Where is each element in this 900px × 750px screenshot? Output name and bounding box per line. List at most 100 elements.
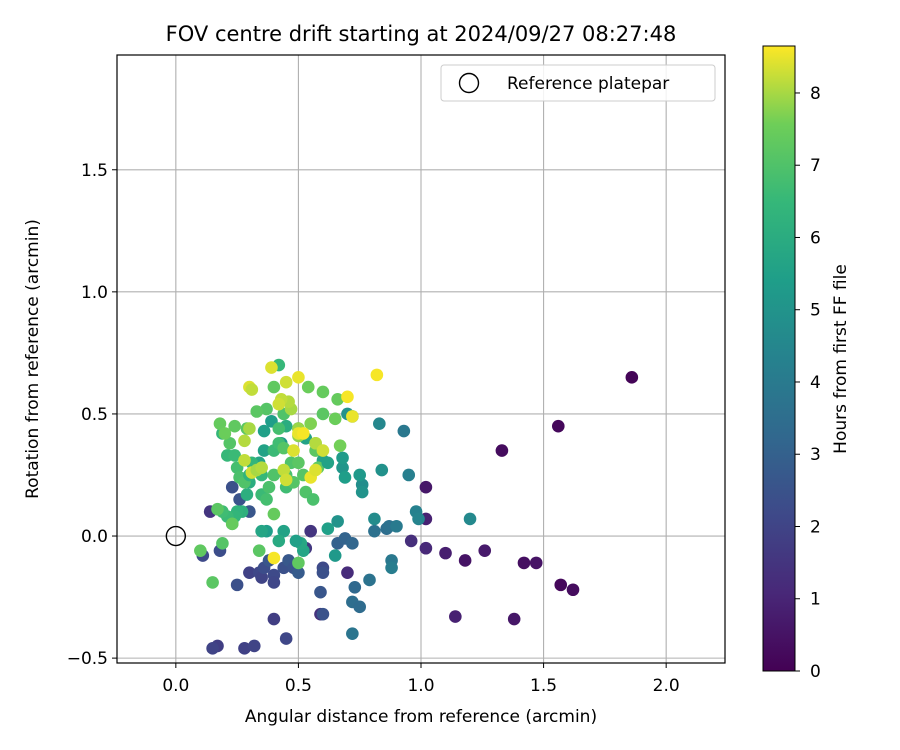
data-point <box>371 369 384 382</box>
chart: FOV centre drift starting at 2024/09/27 … <box>0 0 900 750</box>
data-point <box>292 371 305 384</box>
data-point <box>317 408 330 421</box>
data-point <box>339 471 352 484</box>
data-point <box>336 452 349 465</box>
colorbar-tick-label: 5 <box>810 301 821 321</box>
chart-title: FOV centre drift starting at 2024/09/27 … <box>166 22 677 46</box>
data-point <box>243 422 256 435</box>
data-point <box>268 613 281 626</box>
data-point <box>334 439 347 452</box>
colorbar-tick-label: 3 <box>810 445 821 465</box>
data-point <box>439 547 452 560</box>
data-point <box>292 456 305 469</box>
data-point <box>314 586 327 599</box>
data-point <box>206 576 219 589</box>
data-point <box>554 579 567 592</box>
x-tick-label: 1.5 <box>530 676 557 696</box>
data-point <box>459 554 472 567</box>
data-point <box>241 488 254 501</box>
data-point <box>385 561 398 574</box>
data-point <box>552 420 565 433</box>
data-point <box>349 581 362 594</box>
data-point <box>368 525 381 538</box>
data-point <box>402 469 415 482</box>
data-point <box>265 361 278 374</box>
data-point <box>329 549 342 562</box>
data-point <box>263 481 276 494</box>
x-axis-label: Angular distance from reference (arcmin) <box>245 707 597 727</box>
data-point <box>317 386 330 399</box>
data-point <box>211 503 224 516</box>
data-point <box>238 454 251 467</box>
data-point <box>226 518 239 531</box>
data-point <box>405 535 418 548</box>
data-point <box>329 413 342 426</box>
grid <box>117 55 725 663</box>
data-point <box>280 474 293 487</box>
x-axis-ticks: 0.0 0.5 1.0 1.5 2.0 <box>162 663 679 696</box>
data-point <box>346 410 359 423</box>
data-point <box>273 422 286 435</box>
data-point <box>518 557 531 570</box>
y-tick-label: −0.5 <box>67 649 108 669</box>
data-point <box>322 522 335 535</box>
colorbar-tick-label: 0 <box>810 662 821 682</box>
data-point <box>317 566 330 579</box>
data-point <box>268 552 281 565</box>
data-point <box>219 427 232 440</box>
data-point <box>508 613 521 626</box>
y-tick-label: 0.0 <box>81 527 108 547</box>
y-axis-ticks: −0.5 0.0 0.5 1.0 1.5 <box>67 161 117 669</box>
colorbar-tick-label: 4 <box>810 373 821 393</box>
data-point <box>253 544 266 557</box>
data-point <box>375 464 388 477</box>
colorbar-label: Hours from first FF file <box>831 264 851 454</box>
data-point <box>567 583 580 596</box>
data-point <box>216 537 229 550</box>
data-point <box>255 461 268 474</box>
y-tick-label: 1.0 <box>81 283 108 303</box>
data-point <box>317 444 330 457</box>
data-point <box>290 535 303 548</box>
data-point <box>287 444 300 457</box>
data-point <box>248 640 261 653</box>
colorbar-tick-label: 6 <box>810 228 821 248</box>
data-point <box>373 417 386 430</box>
y-tick-label: 1.5 <box>81 161 108 181</box>
data-point <box>420 542 433 555</box>
colorbar-tick-label: 1 <box>810 590 821 610</box>
data-point <box>297 427 310 440</box>
data-point <box>398 425 411 438</box>
data-point <box>390 520 403 533</box>
data-point <box>260 493 273 506</box>
colorbar-gradient <box>763 46 795 671</box>
data-point <box>292 557 305 570</box>
data-point <box>356 486 369 499</box>
legend: Reference platepar <box>441 65 715 101</box>
data-point <box>464 513 477 526</box>
data-point <box>268 576 281 589</box>
x-tick-label: 2.0 <box>653 676 680 696</box>
data-point <box>280 376 293 389</box>
data-point <box>307 493 320 506</box>
data-point <box>368 513 381 526</box>
data-point <box>258 425 271 438</box>
data-point <box>530 557 543 570</box>
data-point <box>194 544 207 557</box>
data-point <box>268 381 281 394</box>
data-point <box>304 525 317 538</box>
data-point <box>273 535 286 548</box>
colorbar: 0 1 2 3 4 5 6 7 8 Hours from first FF file <box>763 46 851 682</box>
data-point <box>309 464 322 477</box>
data-point <box>317 608 330 621</box>
data-point <box>231 579 244 592</box>
colorbar-tick-label: 7 <box>810 156 821 176</box>
data-point <box>273 398 286 411</box>
x-tick-label: 1.0 <box>407 676 434 696</box>
data-point <box>420 481 433 494</box>
data-point <box>341 566 354 579</box>
data-point <box>496 444 509 457</box>
data-point <box>238 434 251 447</box>
data-point <box>206 642 219 655</box>
data-point <box>346 537 359 550</box>
